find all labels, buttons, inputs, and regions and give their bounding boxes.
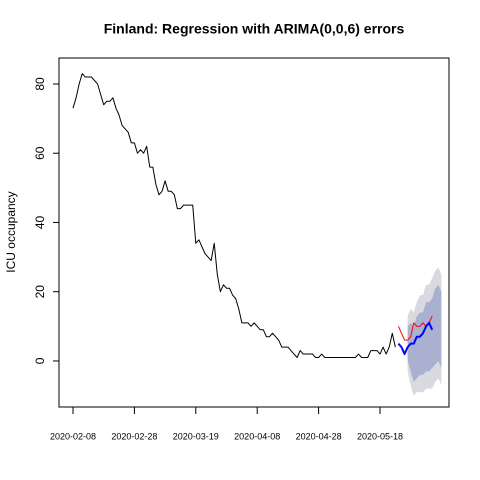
y-tick-label: 60 — [33, 146, 47, 160]
y-tick-label: 20 — [33, 285, 47, 299]
x-tick-label: 2020-03-19 — [173, 431, 219, 441]
x-tick-label: 2020-05-18 — [357, 431, 403, 441]
plot-box — [58, 57, 450, 408]
chart-title: Finland: Regression with ARIMA(0,0,6) er… — [104, 21, 405, 37]
y-tick-label: 80 — [33, 77, 47, 91]
y-tick-label: 40 — [33, 215, 47, 229]
x-tick-label: 2020-04-08 — [234, 431, 280, 441]
x-tick-label: 2020-02-28 — [111, 431, 157, 441]
x-tick-label: 2020-02-08 — [50, 431, 96, 441]
prediction-band — [407, 284, 442, 382]
series-line — [397, 321, 434, 356]
x-tick-label: 2020-04-28 — [296, 431, 342, 441]
series-line — [72, 73, 396, 358]
y-axis-label: ICU occupancy — [4, 191, 18, 272]
y-tick-label: 0 — [33, 357, 47, 364]
